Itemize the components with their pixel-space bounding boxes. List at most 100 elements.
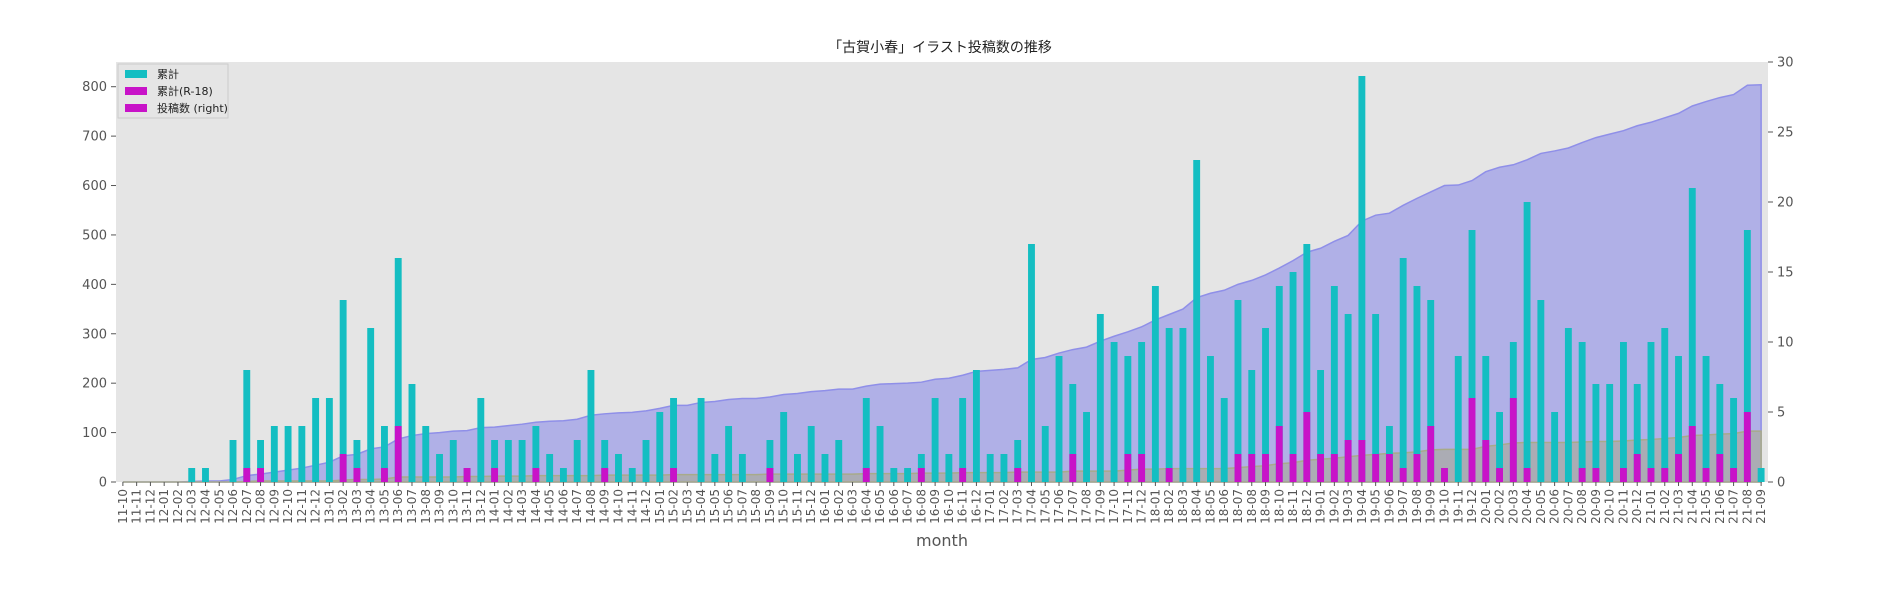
x-tick-label: 19-02 — [1327, 489, 1341, 524]
bar-posts-16-11 — [959, 398, 967, 482]
x-tick-label: 14-04 — [529, 489, 543, 524]
bar-posts-20-05 — [1537, 300, 1545, 482]
x-tick-label: 16-04 — [859, 489, 873, 524]
bar-posts-13-05 — [381, 426, 388, 482]
bar-posts-21-01 — [1647, 342, 1655, 482]
bar-posts-r18-13-11 — [463, 468, 471, 482]
bar-posts-16-06 — [890, 468, 898, 482]
x-tick-label: 21-08 — [1740, 489, 1754, 524]
bar-posts-r18-16-08 — [917, 468, 925, 482]
bar-posts-21-04 — [1688, 188, 1696, 482]
x-tick-label: 20-08 — [1575, 489, 1589, 524]
bar-posts-r18-18-12 — [1303, 412, 1311, 482]
bar-posts-r18-19-03 — [1344, 440, 1352, 482]
x-tick-label: 21-06 — [1713, 489, 1727, 524]
right-axis: 0 5 10 15 20 25 30 — [1768, 56, 1794, 491]
bar-posts-15-06 — [725, 426, 733, 482]
left-tick-label: 800 — [82, 80, 107, 95]
x-tick-label: 13-09 — [433, 489, 447, 524]
bar-posts-14-06 — [559, 468, 567, 482]
x-tick-label: 14-03 — [515, 489, 529, 524]
bar-posts-19-09 — [1427, 300, 1435, 482]
legend-label-cumulative-r18: 累計(R-18) — [157, 84, 213, 98]
x-tick-label: 18-11 — [1286, 489, 1300, 524]
x-tick-label: 21-04 — [1685, 489, 1699, 524]
bar-posts-17-12 — [1138, 342, 1146, 482]
x-tick-label: 13-06 — [391, 489, 405, 524]
bar-posts-17-01 — [986, 454, 994, 482]
bar-posts-19-05 — [1372, 314, 1380, 482]
x-tick-label: 18-07 — [1231, 489, 1245, 524]
x-axis: 11-10 11-11 11-12 12-01 12-02 12-03 12-04 12-05… — [116, 482, 1768, 524]
bar-posts-13-07 — [408, 384, 416, 482]
x-tick-label: 20-02 — [1493, 489, 1507, 524]
bar-posts-21-06 — [1716, 384, 1724, 482]
bar-posts-18-12 — [1303, 244, 1311, 482]
bar-posts-18-08 — [1248, 370, 1256, 482]
bar-posts-15-01 — [656, 412, 664, 482]
x-tick-label: 13-02 — [336, 489, 350, 524]
bar-posts-12-03 — [188, 468, 196, 482]
bar-posts-r18-12-07 — [243, 468, 251, 482]
bar-posts-r18-19-09 — [1427, 426, 1435, 482]
right-tick-label: 30 — [1777, 56, 1794, 71]
bar-posts-20-02 — [1496, 412, 1503, 482]
x-tick-label: 21-01 — [1644, 489, 1658, 524]
bar-posts-12-10 — [284, 426, 292, 482]
left-axis: 0 100 200 300 400 500 600 700 800 — [82, 80, 116, 491]
x-tick-label: 15-03 — [680, 489, 694, 524]
bar-posts-17-04 — [1028, 244, 1035, 482]
x-tick-label: 12-02 — [171, 489, 185, 524]
x-tick-label: 14-11 — [625, 489, 639, 524]
x-tick-label: 18-06 — [1217, 489, 1231, 524]
x-tick-label: 19-07 — [1396, 489, 1410, 524]
bar-posts-18-06 — [1220, 398, 1228, 482]
bar-posts-20-12 — [1633, 384, 1641, 482]
x-tick-label: 14-09 — [598, 489, 612, 524]
bar-posts-19-12 — [1468, 230, 1476, 482]
x-tick-label: 14-06 — [556, 489, 570, 524]
legend-label-posts: 投稿数 (right) — [157, 101, 228, 115]
x-tick-label: 17-10 — [1107, 489, 1121, 524]
bar-posts-19-03 — [1344, 314, 1352, 482]
x-tick-label: 18-09 — [1259, 489, 1273, 524]
bar-posts-r18-20-04 — [1523, 468, 1531, 482]
bar-posts-13-01 — [325, 398, 333, 482]
x-tick-label: 15-09 — [763, 489, 777, 524]
x-tick-label: 13-05 — [377, 489, 391, 524]
legend: 累計 累計(R-18) 投稿数 (right) — [117, 63, 229, 119]
x-tick-label: 20-01 — [1479, 489, 1493, 524]
x-tick-label: 12-12 — [309, 489, 323, 524]
x-tick-label: 12-10 — [281, 489, 295, 524]
bar-posts-r18-17-11 — [1124, 454, 1132, 482]
bar-posts-12-09 — [270, 426, 278, 482]
bar-posts-21-09 — [1757, 468, 1765, 482]
bar-posts-17-03 — [1014, 440, 1022, 482]
bar-posts-14-12 — [642, 440, 650, 482]
bar-posts-18-11 — [1289, 272, 1297, 482]
x-tick-label: 12-09 — [267, 489, 281, 524]
right-tick-label: 25 — [1777, 126, 1794, 141]
x-tick-label: 17-03 — [1011, 489, 1025, 524]
left-tick-label: 300 — [82, 327, 107, 342]
x-tick-label: 20-09 — [1589, 489, 1603, 524]
bar-posts-14-03 — [518, 440, 526, 482]
x-tick-label: 13-10 — [446, 489, 460, 524]
left-tick-label: 0 — [99, 476, 107, 491]
x-tick-label: 13-08 — [419, 489, 433, 524]
bar-posts-14-11 — [628, 468, 636, 482]
bar-posts-18-05 — [1207, 356, 1214, 482]
bar-posts-17-05 — [1041, 426, 1049, 482]
x-tick-label: 17-04 — [1024, 489, 1038, 524]
bar-posts-15-12 — [807, 426, 815, 482]
x-tick-label: 17-02 — [997, 489, 1011, 524]
bar-posts-r18-19-10 — [1441, 468, 1448, 482]
bar-posts-12-07 — [243, 370, 251, 482]
bar-posts-12-12 — [312, 398, 320, 482]
x-tick-label: 16-12 — [969, 489, 983, 524]
bar-posts-19-01 — [1317, 370, 1325, 482]
x-tick-label: 14-01 — [488, 489, 502, 524]
bar-posts-20-06 — [1551, 412, 1559, 482]
x-tick-label: 11-12 — [143, 489, 157, 524]
left-tick-label: 600 — [82, 179, 107, 194]
